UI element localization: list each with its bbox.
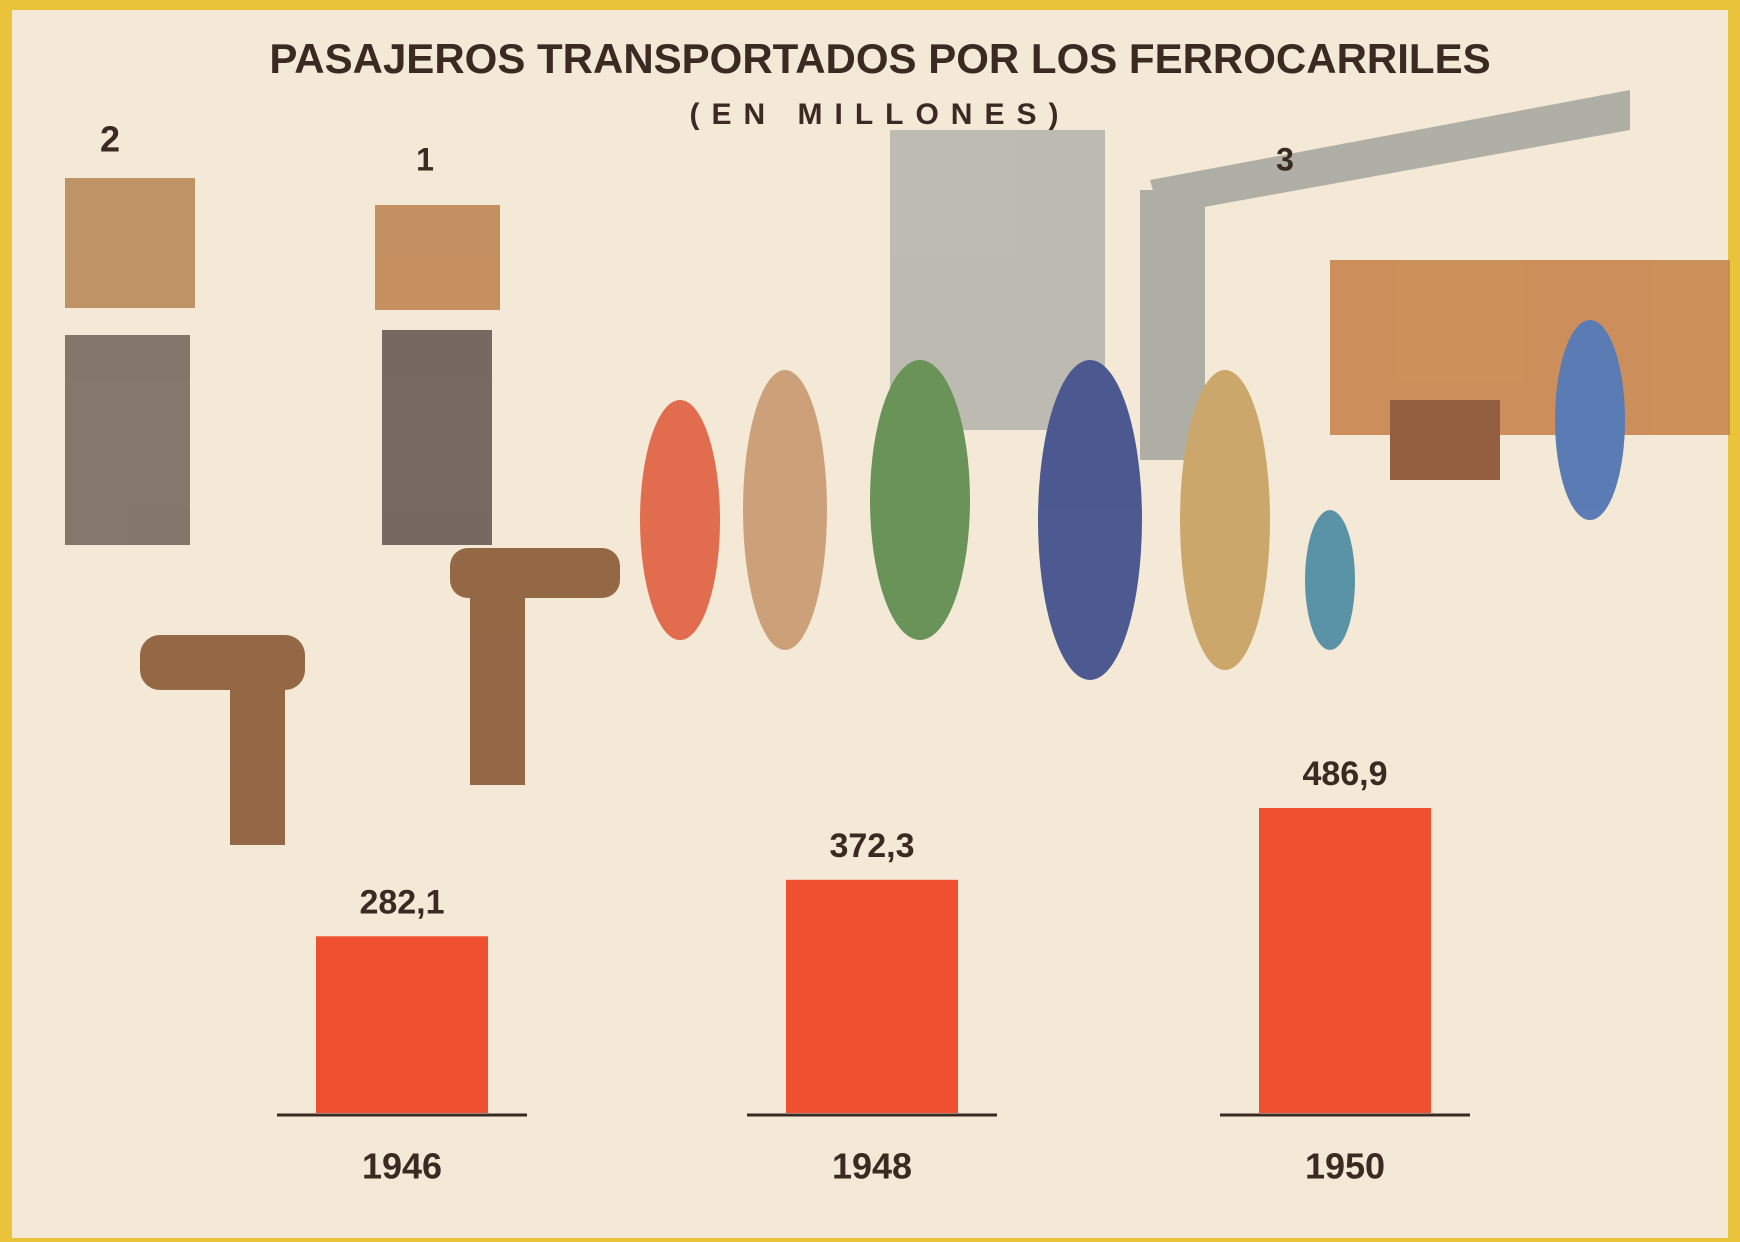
person bbox=[743, 370, 827, 650]
value-label: 486,9 bbox=[1302, 755, 1387, 793]
annotation: 2 bbox=[100, 119, 120, 160]
counter-leg bbox=[230, 680, 285, 845]
person bbox=[1305, 510, 1355, 650]
chart: PASAJEROS TRANSPORTADOS POR LOS FERROCAR… bbox=[0, 0, 1740, 1242]
window bbox=[382, 330, 492, 545]
person bbox=[640, 400, 720, 640]
value-label: 282,1 bbox=[359, 883, 444, 921]
annotation: 1 bbox=[416, 141, 434, 177]
person bbox=[1555, 320, 1625, 520]
person bbox=[1038, 360, 1142, 680]
bar bbox=[1259, 808, 1431, 1113]
person bbox=[870, 360, 970, 640]
window bbox=[65, 335, 190, 545]
x-tick-label: 1950 bbox=[1305, 1146, 1385, 1187]
value-label: 372,3 bbox=[829, 827, 914, 865]
sign bbox=[375, 205, 500, 310]
person bbox=[1180, 370, 1270, 670]
luggage bbox=[1390, 400, 1500, 480]
chart-subtitle: (EN MILLONES) bbox=[690, 98, 1071, 131]
x-tick-label: 1948 bbox=[832, 1146, 912, 1187]
annotation: 3 bbox=[1276, 141, 1294, 177]
counter-leg bbox=[470, 590, 525, 785]
sign bbox=[65, 178, 195, 308]
chart-title: PASAJEROS TRANSPORTADOS POR LOS FERROCAR… bbox=[269, 35, 1490, 82]
bar bbox=[316, 936, 488, 1113]
x-tick-label: 1946 bbox=[362, 1146, 442, 1187]
bar bbox=[786, 880, 958, 1113]
